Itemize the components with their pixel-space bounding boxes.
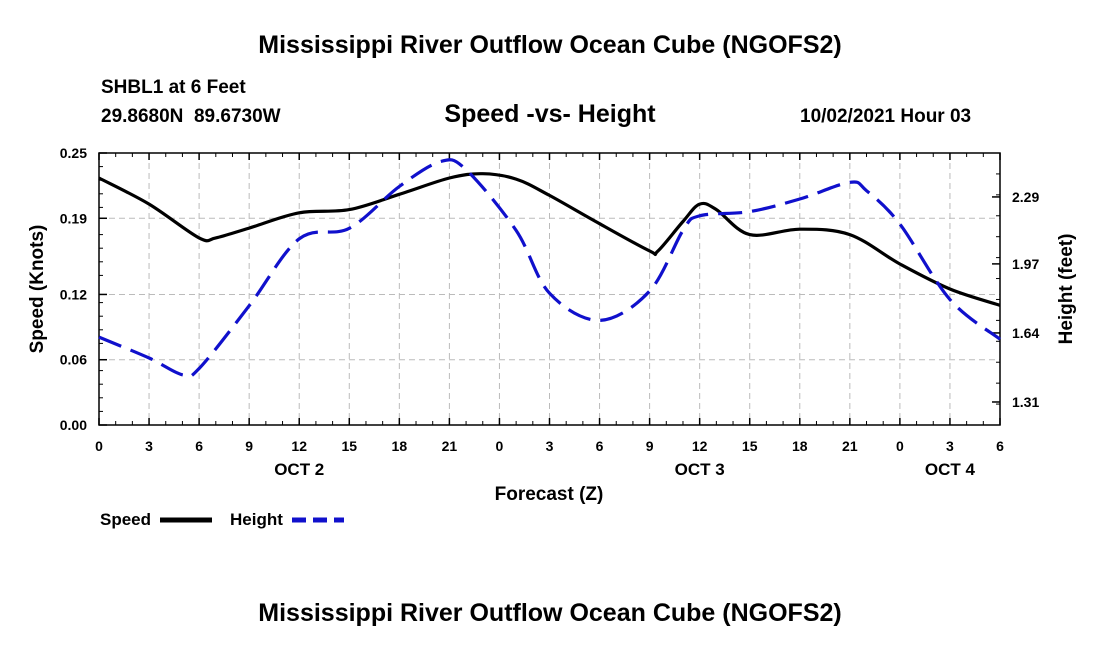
legend-label-height: Height xyxy=(230,510,283,529)
day-label: OCT 4 xyxy=(925,460,976,479)
y-left-tick-label: 0.00 xyxy=(60,417,87,433)
series-line-speed xyxy=(98,172,1001,307)
series-line-height xyxy=(98,158,1001,379)
coordinates-label: 29.8680N 89.6730W xyxy=(101,106,281,127)
x-tick-label: 6 xyxy=(195,438,203,454)
x-tick-label: 3 xyxy=(946,438,954,454)
y-right-tick-label: 2.29 xyxy=(1012,189,1039,205)
station-label: SHBL1 at 6 Feet xyxy=(101,77,246,98)
x-tick-label: 18 xyxy=(392,438,408,454)
x-tick-label: 0 xyxy=(95,438,103,454)
x-tick-label: 18 xyxy=(792,438,808,454)
day-label: OCT 3 xyxy=(675,460,725,479)
page-footer-title: Mississippi River Outflow Ocean Cube (NG… xyxy=(258,599,842,627)
x-tick-label: 15 xyxy=(341,438,357,454)
x-tick-label: 3 xyxy=(145,438,153,454)
datetime-label: 10/02/2021 Hour 03 xyxy=(800,106,972,127)
y-left-tick-label: 0.25 xyxy=(60,145,87,161)
x-tick-label: 21 xyxy=(442,438,458,454)
y-right-tick-label: 1.97 xyxy=(1012,256,1039,272)
x-axis-label: Forecast (Z) xyxy=(495,484,604,505)
x-tick-label: 0 xyxy=(496,438,504,454)
axes-layer xyxy=(98,152,1001,426)
x-tick-label: 21 xyxy=(842,438,858,454)
grid-layer xyxy=(99,153,1000,425)
x-tick-label: 0 xyxy=(896,438,904,454)
y-left-tick-label: 0.06 xyxy=(60,352,87,368)
y-left-tick-label: 0.12 xyxy=(60,286,87,302)
series-layer xyxy=(98,158,1001,379)
legend: Speed Height xyxy=(100,510,344,529)
page-title: Mississippi River Outflow Ocean Cube (NG… xyxy=(258,31,842,59)
x-tick-label: 9 xyxy=(245,438,253,454)
x-tick-label: 12 xyxy=(692,438,708,454)
day-label: OCT 2 xyxy=(274,460,324,479)
x-tick-label: 6 xyxy=(596,438,604,454)
y-axis-left-label: Speed (Knots) xyxy=(27,225,48,354)
y-right-tick-label: 1.64 xyxy=(1012,325,1039,341)
x-tick-label: 3 xyxy=(546,438,554,454)
x-tick-label: 12 xyxy=(291,438,307,454)
y-right-tick-label: 1.31 xyxy=(1012,394,1039,410)
y-axis-right-label: Height (feet) xyxy=(1056,234,1077,345)
labels-layer: Forecast (Z) Speed (Knots) Height (feet)… xyxy=(27,145,1077,505)
legend-label-speed: Speed xyxy=(100,510,151,529)
x-tick-label: 15 xyxy=(742,438,758,454)
y-left-tick-label: 0.19 xyxy=(60,210,87,226)
x-tick-label: 6 xyxy=(996,438,1004,454)
chart-subtitle: Speed -vs- Height xyxy=(444,100,656,128)
x-tick-label: 9 xyxy=(646,438,654,454)
